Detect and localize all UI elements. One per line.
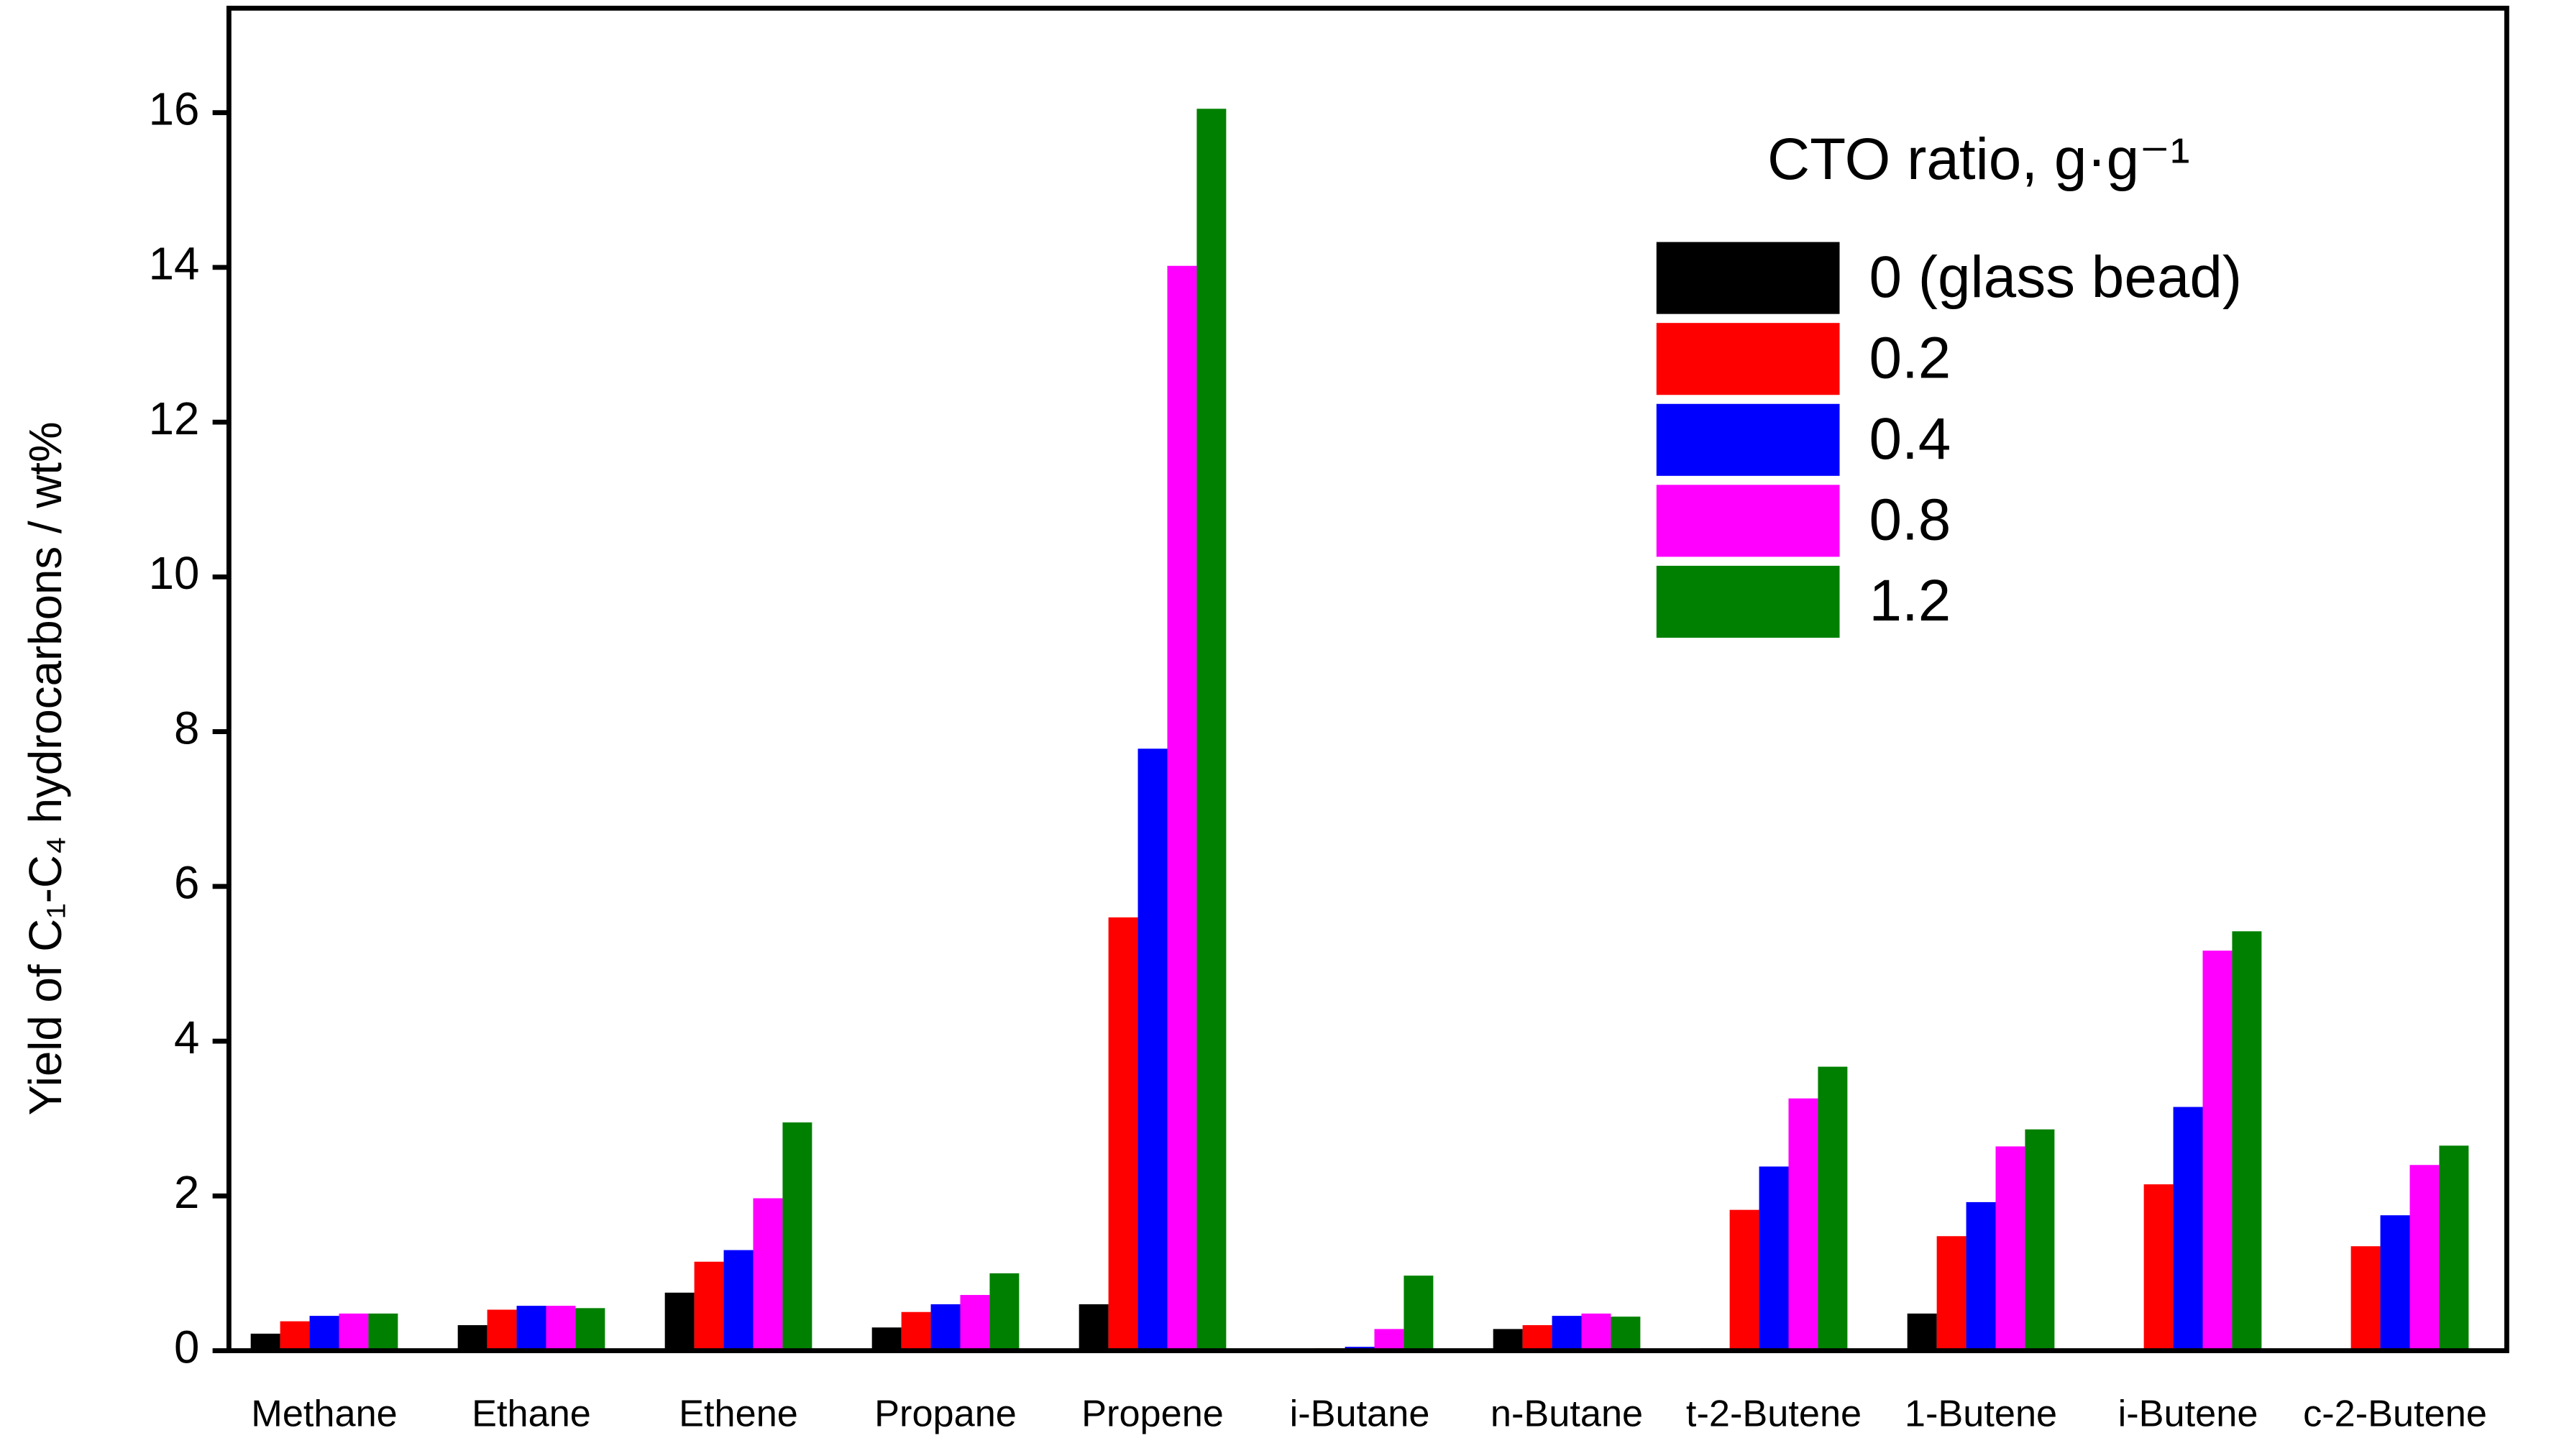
bar bbox=[1404, 1276, 1434, 1351]
bar bbox=[989, 1273, 1020, 1351]
legend-swatch bbox=[1656, 323, 1840, 395]
legend-label: 0.4 bbox=[1869, 406, 1951, 472]
y-axis-label: Yield of C₁-C₄ hydrocarbons / wt% bbox=[20, 421, 71, 1115]
bar bbox=[575, 1308, 605, 1351]
bar bbox=[1936, 1236, 1967, 1351]
bar bbox=[1729, 1209, 1759, 1351]
bar bbox=[368, 1313, 398, 1351]
legend-label: 1.2 bbox=[1869, 568, 1951, 633]
x-tick-label: c-2-Butene bbox=[2303, 1393, 2487, 1434]
bar bbox=[2409, 1165, 2440, 1351]
bar bbox=[1196, 109, 1227, 1351]
bar bbox=[457, 1325, 487, 1351]
bar bbox=[723, 1250, 754, 1351]
bar bbox=[1818, 1066, 1848, 1351]
bar bbox=[2439, 1145, 2469, 1351]
legend-label: 0 (glass bead) bbox=[1869, 244, 2242, 310]
bar bbox=[1167, 265, 1197, 1351]
bar bbox=[694, 1261, 724, 1351]
bar bbox=[1611, 1317, 1641, 1351]
y-tick-label: 8 bbox=[174, 702, 199, 754]
bar bbox=[1522, 1325, 1552, 1351]
bar bbox=[487, 1309, 517, 1351]
x-tick-label: i-Butane bbox=[1290, 1393, 1430, 1434]
bar bbox=[546, 1306, 576, 1351]
legend-swatch bbox=[1656, 565, 1840, 638]
y-tick-label: 12 bbox=[149, 393, 200, 444]
legend-label: 0.2 bbox=[1869, 325, 1951, 390]
bar bbox=[782, 1122, 812, 1351]
bar bbox=[753, 1198, 783, 1351]
bar bbox=[901, 1311, 931, 1351]
bar bbox=[250, 1333, 280, 1351]
x-tick-label: Propene bbox=[1081, 1393, 1224, 1434]
bar bbox=[1552, 1316, 1582, 1351]
bar bbox=[2025, 1129, 2055, 1351]
x-tick-label: i-Butene bbox=[2118, 1393, 2258, 1434]
plot-frame bbox=[226, 5, 2509, 1353]
bar bbox=[2143, 1184, 2174, 1351]
x-tick-label: t-2-Butene bbox=[1686, 1393, 1862, 1434]
x-tick-label: 1-Butene bbox=[1905, 1393, 2057, 1434]
bar bbox=[1137, 748, 1168, 1351]
bar bbox=[1966, 1201, 1996, 1351]
bar bbox=[2380, 1215, 2410, 1351]
x-tick-label: n-Butane bbox=[1491, 1393, 1643, 1434]
bar bbox=[664, 1292, 695, 1351]
bar bbox=[871, 1327, 902, 1351]
bar bbox=[309, 1316, 339, 1351]
y-tick-label: 10 bbox=[149, 548, 200, 599]
x-tick-label: Methane bbox=[251, 1393, 398, 1434]
y-tick-label: 2 bbox=[174, 1167, 199, 1218]
y-tick-label: 14 bbox=[149, 239, 200, 290]
bar bbox=[2232, 931, 2262, 1351]
bar bbox=[1907, 1313, 1937, 1351]
bar bbox=[1581, 1313, 1611, 1351]
bar bbox=[960, 1295, 990, 1351]
bar bbox=[1759, 1166, 1789, 1351]
bar bbox=[1108, 917, 1138, 1351]
bar bbox=[339, 1313, 369, 1351]
bar bbox=[1788, 1098, 1818, 1351]
y-tick-label: 4 bbox=[174, 1012, 199, 1063]
x-tick-label: Ethane bbox=[472, 1393, 591, 1434]
legend-title: CTO ratio, g·g⁻¹ bbox=[1767, 127, 2190, 192]
legend-swatch bbox=[1656, 403, 1840, 476]
bar bbox=[1995, 1146, 2025, 1351]
bar bbox=[2350, 1246, 2381, 1351]
y-tick-label: 0 bbox=[174, 1322, 199, 1373]
bar bbox=[1079, 1304, 1109, 1351]
x-tick-label: Propane bbox=[874, 1393, 1017, 1434]
bar bbox=[516, 1306, 546, 1351]
y-tick-label: 6 bbox=[174, 858, 199, 909]
legend-swatch bbox=[1656, 485, 1840, 557]
bar bbox=[1374, 1329, 1404, 1351]
bar bbox=[280, 1321, 310, 1351]
legend-label: 0.8 bbox=[1869, 487, 1951, 553]
x-tick-label: Ethene bbox=[679, 1393, 798, 1434]
y-tick-label: 16 bbox=[149, 83, 200, 134]
bar bbox=[2173, 1107, 2203, 1351]
legend-swatch bbox=[1656, 242, 1840, 314]
bar bbox=[2202, 951, 2233, 1351]
bar bbox=[930, 1304, 961, 1351]
bar bbox=[1493, 1329, 1523, 1351]
